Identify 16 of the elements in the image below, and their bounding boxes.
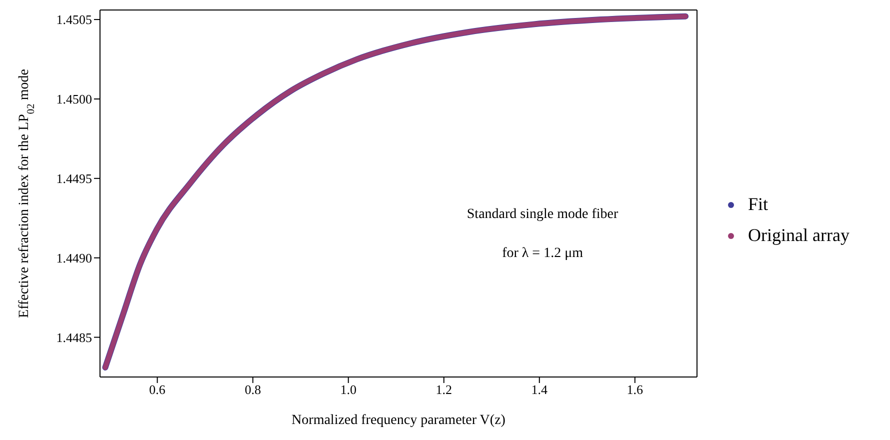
- x-tick-label: 1.6: [626, 382, 644, 398]
- x-tick-label: 1.4: [531, 382, 548, 398]
- annotation: Standard single mode fiber: [466, 207, 618, 224]
- y-tick-label: 1.4505: [56, 12, 92, 28]
- x-tick-label: 1.0: [340, 382, 356, 398]
- legend-label: Original array: [748, 225, 850, 246]
- y-tick-label: 1.4485: [56, 330, 92, 345]
- x-tick-label: 0.8: [244, 382, 261, 398]
- x-tick-label: 1.2: [436, 382, 452, 398]
- y-tick-label: 1.4490: [56, 250, 92, 266]
- legend-label: Fit: [748, 194, 768, 215]
- x-tick-label: 0.6: [149, 382, 166, 398]
- y-tick-label: 1.4500: [56, 92, 92, 107]
- x-axis-title: Normalized frequency parameter V(z): [292, 413, 506, 428]
- annotation: for λ = 1.2 μm: [502, 246, 583, 262]
- y-tick-label: 1.4495: [56, 171, 92, 186]
